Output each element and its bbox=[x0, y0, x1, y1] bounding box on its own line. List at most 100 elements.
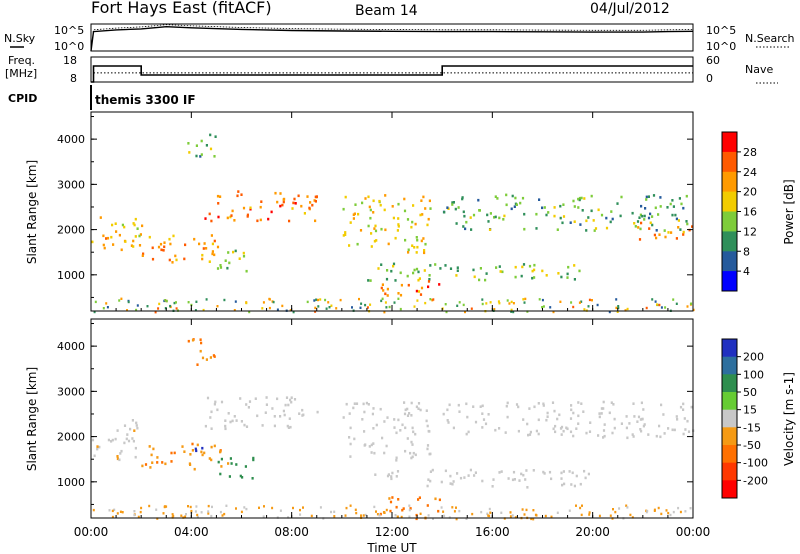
velocity-cell bbox=[349, 504, 352, 507]
power-cell bbox=[115, 230, 118, 233]
velocity-cell bbox=[553, 409, 556, 413]
power-cell bbox=[528, 264, 532, 268]
velocity-cell bbox=[562, 429, 565, 433]
power-cell bbox=[489, 212, 492, 215]
power-cell bbox=[380, 299, 383, 303]
velocity-cell bbox=[292, 506, 294, 510]
power-cell bbox=[501, 270, 504, 274]
power-cell bbox=[461, 197, 464, 201]
power-cell bbox=[105, 237, 108, 240]
velocity-cell bbox=[379, 512, 382, 516]
power-cell bbox=[246, 215, 249, 218]
velocity-cell bbox=[568, 509, 571, 512]
velocity-cell bbox=[577, 422, 580, 425]
power-cell bbox=[533, 263, 536, 267]
power-cell bbox=[423, 249, 426, 252]
power-cell bbox=[378, 199, 381, 203]
power-cell bbox=[498, 216, 501, 220]
velocity-cell bbox=[403, 401, 406, 404]
power-cell bbox=[616, 310, 619, 313]
power-cell bbox=[651, 215, 654, 218]
velocity-cell bbox=[365, 401, 368, 405]
velocity-cell bbox=[402, 507, 405, 510]
velocity-cell bbox=[498, 427, 501, 430]
x-tick-label: 08:00 bbox=[274, 525, 309, 539]
power-cell bbox=[102, 243, 105, 247]
power-cell bbox=[399, 271, 402, 275]
velocity-cell bbox=[625, 504, 628, 507]
power-cell bbox=[148, 235, 151, 239]
power-cell bbox=[672, 298, 675, 301]
velocity-cell bbox=[370, 451, 373, 454]
power-cell bbox=[688, 228, 691, 232]
velocity-cell bbox=[642, 408, 645, 411]
velocity-cell bbox=[211, 505, 213, 509]
power-cell bbox=[590, 209, 593, 213]
power-cell bbox=[224, 259, 227, 262]
power-cell bbox=[163, 245, 166, 249]
velocity-cell bbox=[180, 514, 183, 517]
x-tick-label: 00:00 bbox=[74, 525, 109, 539]
power-cell bbox=[106, 236, 110, 240]
power-cell bbox=[485, 302, 488, 305]
velocity-cell bbox=[687, 430, 691, 433]
velocity-cell bbox=[201, 446, 204, 450]
power-cell bbox=[659, 196, 662, 199]
velocity-cell bbox=[440, 480, 443, 484]
velocity-cell bbox=[525, 469, 528, 472]
power-cell bbox=[587, 305, 590, 308]
power-cell bbox=[531, 276, 534, 280]
freq-panel bbox=[90, 56, 694, 83]
power-cell bbox=[685, 194, 688, 198]
power-cell bbox=[133, 223, 136, 227]
power-cell bbox=[422, 195, 425, 199]
velocity-cell bbox=[342, 416, 345, 419]
velocity-cell bbox=[522, 473, 525, 477]
velocity-cell bbox=[289, 425, 292, 429]
velocity-cell bbox=[500, 470, 503, 473]
power-cell bbox=[649, 212, 652, 216]
velocity-cell bbox=[517, 429, 520, 433]
power-cell bbox=[470, 307, 473, 310]
velocity-cell bbox=[139, 510, 142, 514]
colorbar-swatch bbox=[722, 445, 737, 464]
power-cell bbox=[268, 306, 271, 310]
velocity-cell bbox=[603, 434, 606, 438]
colorbar-swatch bbox=[722, 356, 737, 375]
velocity-cell bbox=[191, 338, 195, 342]
colorbar-tick-label: -15 bbox=[743, 421, 761, 434]
power-cell bbox=[455, 274, 458, 277]
power-cell bbox=[352, 217, 355, 220]
power-cell bbox=[219, 266, 223, 269]
velocity-colorbar-label: Velocity [m s-1] bbox=[782, 372, 796, 466]
velocity-cell bbox=[626, 436, 629, 440]
velocity-cell bbox=[136, 426, 139, 430]
power-cell bbox=[126, 309, 128, 312]
velocity-cell bbox=[184, 515, 187, 518]
power-cell bbox=[164, 299, 167, 302]
power-cell bbox=[477, 198, 480, 202]
power-cell bbox=[569, 221, 572, 224]
colorbar-tick-label: -100 bbox=[743, 457, 768, 470]
power-cell bbox=[357, 212, 360, 216]
velocity-cell bbox=[133, 510, 136, 513]
velocity-heatmap bbox=[91, 338, 695, 521]
colorbar-swatch bbox=[722, 151, 737, 173]
velocity-cell bbox=[131, 437, 134, 440]
velocity-cell bbox=[417, 498, 420, 501]
power-cell bbox=[372, 199, 375, 203]
velocity-cell bbox=[581, 504, 583, 507]
power-cell bbox=[233, 309, 236, 312]
power-cell bbox=[201, 257, 204, 261]
velocity-cell bbox=[288, 417, 291, 420]
velocity-cell bbox=[525, 508, 528, 512]
velocity-cell bbox=[465, 517, 468, 520]
power-cell bbox=[281, 203, 284, 207]
power-cell bbox=[236, 194, 239, 198]
power-cell bbox=[262, 301, 265, 304]
power-cell bbox=[478, 278, 481, 282]
power-cell bbox=[648, 227, 651, 230]
velocity-cell bbox=[588, 430, 592, 433]
power-cell bbox=[514, 196, 517, 200]
power-cell bbox=[230, 214, 233, 217]
